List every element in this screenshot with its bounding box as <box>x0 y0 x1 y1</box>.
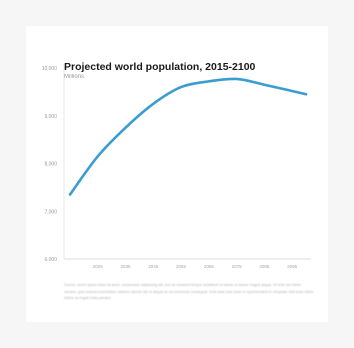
y-tick-label: 6,000 <box>44 257 57 263</box>
x-tick-label: 2055 <box>176 264 187 269</box>
y-tick-label: 10,000 <box>42 66 58 72</box>
x-tick-label: 2095 <box>287 264 298 269</box>
x-tick-label: 2035 <box>121 264 132 269</box>
chart-title: Projected world population, 2015-2100 <box>64 61 256 73</box>
y-tick-label: 7,000 <box>44 209 57 215</box>
y-axis: 6,000 7,000 8,000 9,000 10,000 <box>42 66 58 263</box>
y-tick-label: 8,000 <box>44 162 57 168</box>
x-tick-label: 2025 <box>93 264 104 269</box>
series-layer <box>68 77 308 196</box>
series-line <box>68 77 308 196</box>
x-tick-label: 2085 <box>259 264 270 269</box>
x-axis: 2025 2035 2045 2055 2065 2075 2085 2095 <box>93 264 298 269</box>
x-tick-label: 2075 <box>232 264 243 269</box>
y-tick-label: 9,000 <box>44 114 57 120</box>
x-tick-label: 2045 <box>148 264 159 269</box>
chart-card <box>26 26 328 322</box>
x-tick-label: 2065 <box>204 264 215 269</box>
source-note: Source: lorem ipsum dolor sit amet, cons… <box>64 283 314 300</box>
chart-subtitle: Millions <box>64 74 85 80</box>
